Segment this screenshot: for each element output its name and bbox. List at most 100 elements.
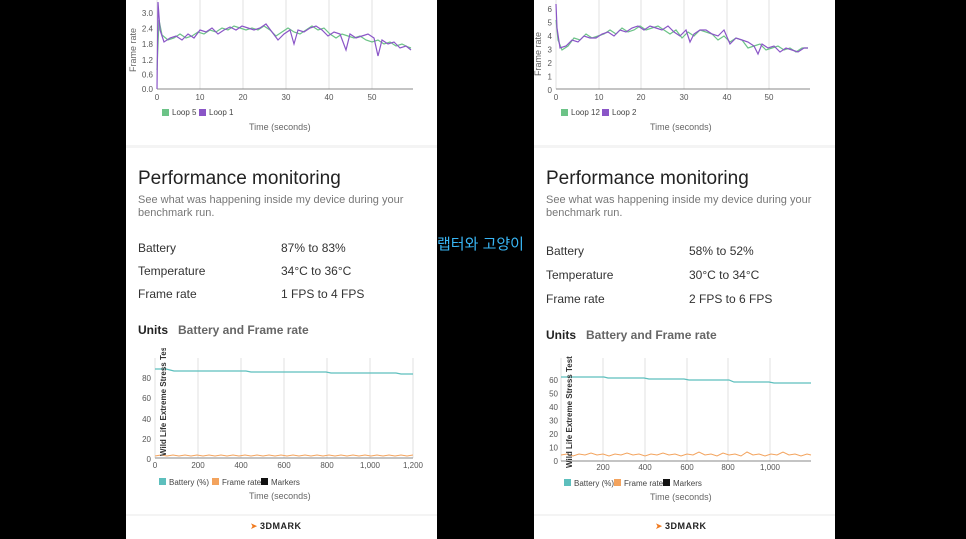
y-tick-label: 3 xyxy=(548,46,553,55)
units-label: Units xyxy=(138,323,168,337)
x-tick-label: 200 xyxy=(191,461,205,470)
y-tick-label: 60 xyxy=(549,376,558,385)
battery-frame-rate-chart: 0 20 40 60 80 0 200 400 600 800 1,000 1,200 Wild L… xyxy=(126,348,437,514)
legend-swatch-frame-rate xyxy=(614,479,621,486)
stat-value: 1 FPS to 4 FPS xyxy=(281,287,365,301)
frame-rate-y-ticks: 0 1 2 3 4 5 6 xyxy=(548,5,553,95)
stat-label: Frame rate xyxy=(138,287,197,301)
y-tick-label: 30 xyxy=(549,417,558,426)
y-tick-label: 40 xyxy=(142,415,151,424)
y-tick-label: 40 xyxy=(549,403,558,412)
y-tick-label: 20 xyxy=(142,435,151,444)
legend-label-markers: Markers xyxy=(271,478,300,487)
bottom-y-ticks: 0 10 20 30 40 50 60 xyxy=(549,376,558,466)
3dmark-logo-icon: ➤ xyxy=(250,521,259,531)
series-frame-rate-line xyxy=(154,454,414,457)
y-tick-label: 1.2 xyxy=(142,56,154,65)
x-tick-label: 20 xyxy=(637,93,646,102)
legend-swatch-battery xyxy=(564,479,571,486)
units-selector[interactable]: Units Battery and Frame rate xyxy=(138,323,309,337)
y-tick-label: 80 xyxy=(142,374,151,383)
legend-label-markers: Markers xyxy=(673,479,702,488)
legend-label-loop-5: Loop 5 xyxy=(172,108,197,117)
x-tick-label: 600 xyxy=(277,461,291,470)
y-axis-label: Frame rate xyxy=(128,28,138,72)
stat-row-battery: Battery 58% to 52% xyxy=(546,244,754,258)
performance-monitoring-card: Performance monitoring See what was happ… xyxy=(126,148,437,514)
units-value[interactable]: Battery and Frame rate xyxy=(586,328,717,342)
units-selector[interactable]: Units Battery and Frame rate xyxy=(546,328,717,342)
stat-row-frame-rate: Frame rate 2 FPS to 6 FPS xyxy=(546,292,772,306)
frame-rate-chart-card: 0 1 2 3 4 5 6 0 10 20 30 40 50 Frame rate Loop 12 L… xyxy=(534,0,835,145)
stat-value: 34°C to 36°C xyxy=(281,264,352,278)
x-axis-label: Time (seconds) xyxy=(249,491,311,501)
y-tick-label: 10 xyxy=(549,444,558,453)
legend-swatch-markers xyxy=(261,478,268,485)
y-axis-label: Frame rate xyxy=(534,32,543,76)
units-value[interactable]: Battery and Frame rate xyxy=(178,323,309,337)
legend-label-loop-12: Loop 12 xyxy=(571,108,600,117)
y-tick-label: 60 xyxy=(142,394,151,403)
frame-rate-chart: 0 1 2 3 4 5 6 0 10 20 30 40 50 Frame rate Loop 12 L… xyxy=(534,0,810,132)
stat-label: Battery xyxy=(546,244,585,258)
3dmark-logo: ➤ 3DMARK xyxy=(655,521,707,531)
watermark-caption: 랩터와 고양이 xyxy=(437,236,524,253)
legend-swatch-loop-1 xyxy=(199,109,206,116)
stat-value: 87% to 83% xyxy=(281,241,346,255)
frame-rate-x-ticks: 0 10 20 30 40 50 xyxy=(155,93,377,102)
y-tick-label: 20 xyxy=(549,430,558,439)
y-tick-label: 2.4 xyxy=(142,25,154,34)
performance-title: Performance monitoring xyxy=(546,168,749,189)
x-tick-label: 0 xyxy=(155,93,160,102)
frame-rate-x-ticks: 0 10 20 30 40 50 xyxy=(554,93,774,102)
right-phone-screen: 0 1 2 3 4 5 6 0 10 20 30 40 50 Frame rate Loop 12 L… xyxy=(534,0,835,539)
stat-value: 58% to 52% xyxy=(689,244,754,258)
performance-monitoring-card: Performance monitoring See what was happ… xyxy=(534,148,835,514)
bottom-y-ticks: 0 20 40 60 80 xyxy=(142,374,151,464)
left-phone-screen: 0.0 0.6 1.2 1.8 2.4 3.0 0 10 20 30 40 50 Frame rat… xyxy=(126,0,437,539)
y-tick-label: 50 xyxy=(549,390,558,399)
footer-bar: ➤ 3DMARK xyxy=(126,516,437,539)
y-tick-label: 4 xyxy=(548,32,553,41)
legend-label-frame-rate: Frame rate xyxy=(624,479,664,488)
series-loop-5-line xyxy=(156,19,412,71)
units-label: Units xyxy=(546,328,576,342)
x-tick-label: 0 xyxy=(153,461,158,470)
stat-row-temperature: Temperature 30°C to 34°C xyxy=(546,268,759,282)
frame-rate-chart-card: 0.0 0.6 1.2 1.8 2.4 3.0 0 10 20 30 40 50 Frame rat… xyxy=(126,0,437,145)
legend-swatch-loop-2 xyxy=(602,109,609,116)
x-tick-label: 40 xyxy=(723,93,732,102)
3dmark-logo: ➤ 3DMARK xyxy=(250,521,302,531)
3dmark-logo-icon: ➤ xyxy=(655,521,664,531)
x-tick-label: 800 xyxy=(320,461,334,470)
stat-row-battery: Battery 87% to 83% xyxy=(138,241,346,255)
y-tick-label: 5 xyxy=(548,19,553,28)
x-tick-label: 10 xyxy=(595,93,604,102)
stat-value: 2 FPS to 6 FPS xyxy=(689,292,773,306)
x-tick-label: 30 xyxy=(680,93,689,102)
x-tick-label: 400 xyxy=(234,461,248,470)
battery-frame-rate-chart: 0 10 20 30 40 50 60 200 400 600 800 1,000 Wild Lif… xyxy=(534,348,835,514)
frame-rate-chart: 0.0 0.6 1.2 1.8 2.4 3.0 0 10 20 30 40 50 Frame rat… xyxy=(128,0,413,132)
series-loop-1-line xyxy=(156,1,412,90)
legend-swatch-battery xyxy=(159,478,166,485)
x-axis-label: Time (seconds) xyxy=(249,122,311,132)
x-tick-label: 40 xyxy=(325,93,334,102)
y-tick-label: 1 xyxy=(548,73,553,82)
x-tick-label: 200 xyxy=(596,463,610,472)
series-battery-line xyxy=(155,368,413,375)
stat-label: Battery xyxy=(138,241,177,255)
x-tick-label: 600 xyxy=(680,463,694,472)
stat-row-temperature: Temperature 34°C to 36°C xyxy=(138,264,351,278)
y-tick-label: 2 xyxy=(548,59,553,68)
performance-subtitle: See what was happening inside my device … xyxy=(138,194,404,219)
legend-swatch-frame-rate xyxy=(212,478,219,485)
y-tick-label: 6 xyxy=(548,5,553,14)
stat-label: Temperature xyxy=(546,268,614,282)
legend-swatch-markers xyxy=(663,479,670,486)
y-axis-label: Wild Life Extreme Stress Test xyxy=(159,348,168,456)
stat-label: Frame rate xyxy=(546,292,605,306)
y-tick-label: 0 xyxy=(548,86,553,95)
performance-title: Performance monitoring xyxy=(138,168,341,189)
y-tick-label: 0 xyxy=(554,457,559,466)
